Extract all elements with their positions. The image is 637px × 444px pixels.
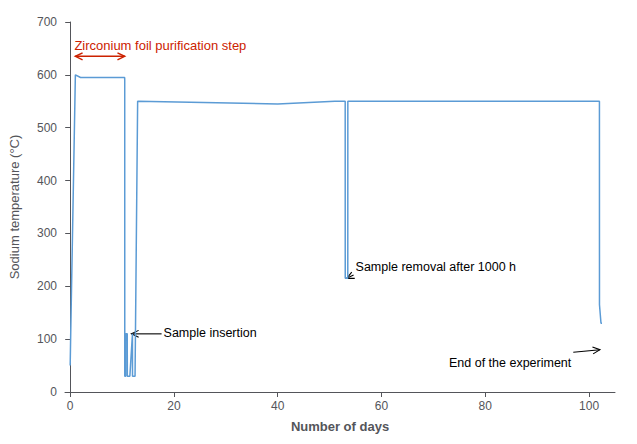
svg-text:500: 500 [37,121,57,135]
svg-text:Number of days: Number of days [291,419,389,434]
svg-text:40: 40 [271,399,285,413]
svg-text:700: 700 [37,15,57,29]
svg-text:Sodium temperature (°C): Sodium temperature (°C) [7,135,22,280]
svg-text:80: 80 [479,399,493,413]
svg-text:100: 100 [37,332,57,346]
svg-text:0: 0 [67,399,74,413]
svg-text:Sample insertion: Sample insertion [164,326,257,340]
svg-text:60: 60 [375,399,389,413]
svg-text:200: 200 [37,279,57,293]
svg-text:20: 20 [167,399,181,413]
svg-text:600: 600 [37,68,57,82]
svg-text:Zirconium foil purification st: Zirconium foil purification step [74,38,246,53]
svg-text:300: 300 [37,226,57,240]
svg-text:Sample removal after 1000 h: Sample removal after 1000 h [356,260,517,274]
svg-text:End of the experiment: End of the experiment [449,356,572,370]
svg-text:400: 400 [37,174,57,188]
svg-text:0: 0 [50,385,57,399]
svg-text:100: 100 [579,399,599,413]
